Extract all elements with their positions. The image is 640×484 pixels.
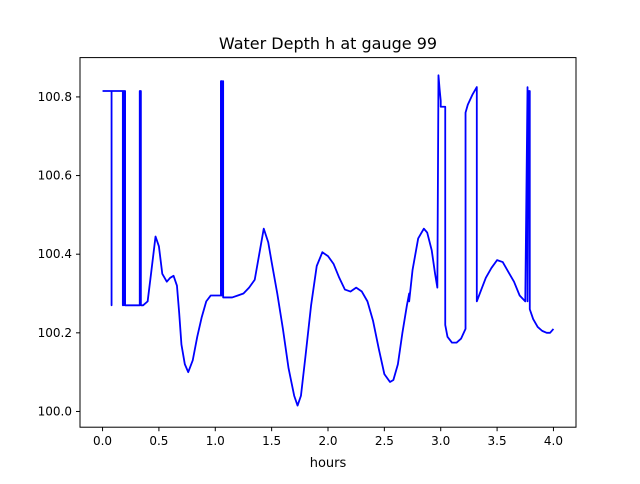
y-tick-label: 100.0 bbox=[38, 404, 72, 418]
x-axis-ticks: 0.0 0.5 1.0 1.5 2.0 2.5 3.0 3.5 4.0 bbox=[93, 427, 563, 448]
y-axis-ticks: 100.0 100.2 100.4 100.6 100.8 bbox=[38, 90, 80, 418]
chart-title: Water Depth h at gauge 99 bbox=[219, 34, 437, 53]
x-axis-label: hours bbox=[310, 456, 347, 471]
x-tick-label: 2.5 bbox=[375, 434, 394, 448]
plot-frame bbox=[79, 57, 577, 428]
y-tick-label: 100.8 bbox=[38, 90, 72, 104]
x-tick-label: 3.0 bbox=[431, 434, 450, 448]
x-tick-label: 0.5 bbox=[149, 434, 168, 448]
y-tick-label: 100.6 bbox=[38, 169, 72, 183]
y-tick-label: 100.4 bbox=[38, 247, 72, 261]
y-tick-label: 100.2 bbox=[38, 326, 72, 340]
plot-area bbox=[102, 74, 555, 407]
series-line-0 bbox=[102, 74, 555, 407]
x-tick-label: 2.0 bbox=[318, 434, 337, 448]
x-tick-label: 1.5 bbox=[262, 434, 281, 448]
x-tick-label: 0.0 bbox=[93, 434, 112, 448]
x-tick-label: 1.0 bbox=[206, 434, 225, 448]
x-tick-label: 4.0 bbox=[544, 434, 563, 448]
x-tick-label: 3.5 bbox=[488, 434, 507, 448]
